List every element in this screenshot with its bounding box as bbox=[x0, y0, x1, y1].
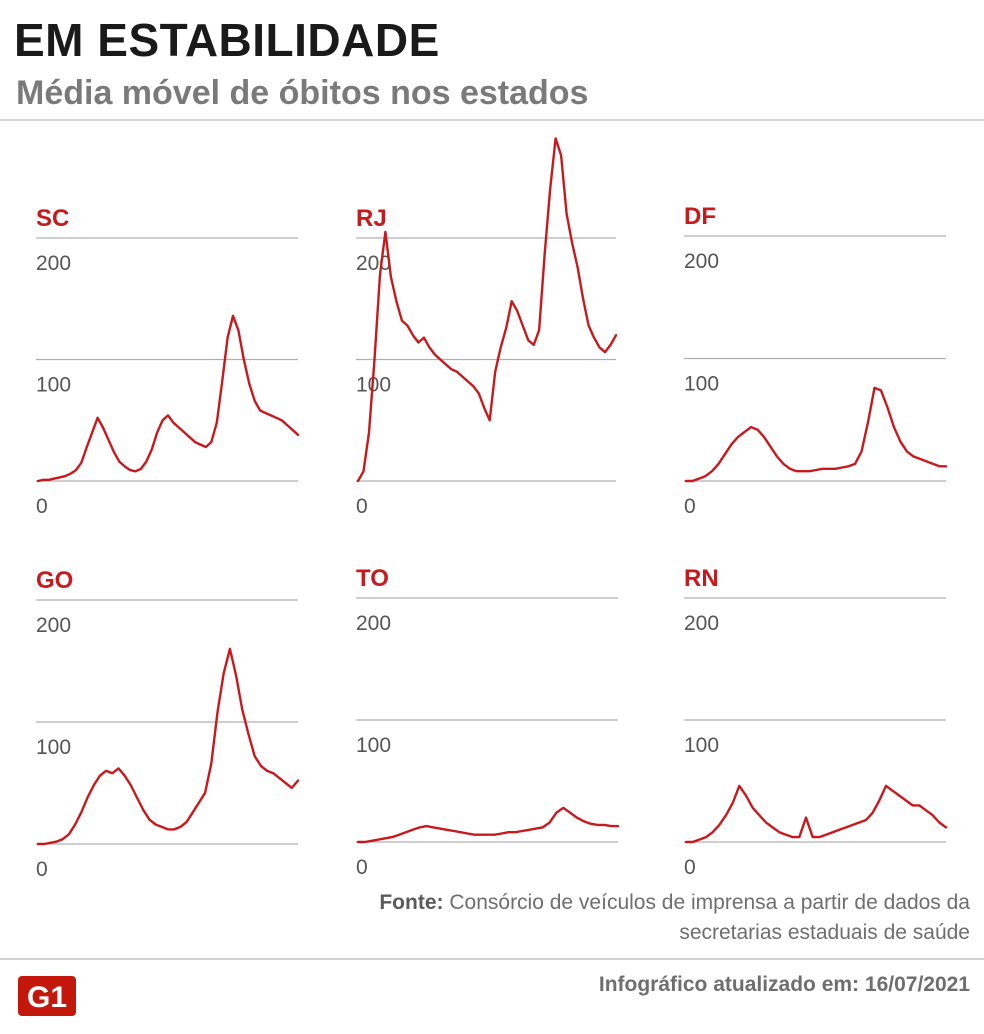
tick-label-df-200: 200 bbox=[684, 250, 719, 273]
tick-label-rn-100: 100 bbox=[684, 734, 719, 757]
series-line-rn bbox=[684, 784, 948, 844]
tick-label-df-0: 0 bbox=[684, 495, 696, 518]
series-line-df bbox=[684, 386, 948, 483]
tick-label-to-0: 0 bbox=[356, 856, 368, 879]
tick-label-rj-0: 0 bbox=[356, 495, 368, 518]
small-multiples-charts: SC 0 100 200 RJ 0 100 200 DF 0 100 200 GO 0 100 200 TO 0 1… bbox=[36, 137, 948, 881]
tick-label-rn-200: 200 bbox=[684, 612, 719, 635]
tick-label-rj-200: 200 bbox=[356, 252, 391, 275]
source-text: Consórcio de veículos de imprensa a part… bbox=[449, 891, 970, 944]
page-title: EM ESTABILIDADE bbox=[14, 14, 440, 66]
tick-label-sc-100: 100 bbox=[36, 374, 71, 397]
tick-label-to-100: 100 bbox=[356, 734, 391, 757]
tick-label-df-100: 100 bbox=[684, 373, 719, 396]
series-line-sc bbox=[36, 314, 300, 483]
tick-label-go-200: 200 bbox=[36, 614, 71, 637]
chart-title-to: TO bbox=[356, 565, 389, 592]
updated-date: Infográfico atualizado em: 16/07/2021 bbox=[598, 973, 970, 996]
chart-title-rn: RN bbox=[684, 565, 719, 592]
chart-title-go: GO bbox=[36, 567, 73, 594]
series-line-to bbox=[356, 806, 620, 844]
top-divider bbox=[0, 119, 984, 121]
logo-text: G1 bbox=[27, 981, 67, 1014]
tick-label-rn-0: 0 bbox=[684, 856, 696, 879]
chart-title-sc: SC bbox=[36, 205, 69, 232]
tick-label-sc-200: 200 bbox=[36, 252, 71, 275]
tick-label-to-200: 200 bbox=[356, 612, 391, 635]
g1-logo: G1 bbox=[18, 976, 76, 1016]
series-line-go bbox=[36, 647, 300, 846]
tick-label-go-0: 0 bbox=[36, 858, 48, 881]
chart-title-rj: RJ bbox=[356, 205, 387, 232]
tick-label-sc-0: 0 bbox=[36, 495, 48, 518]
series-line-rj bbox=[356, 137, 618, 483]
bottom-divider bbox=[0, 958, 984, 960]
tick-label-go-100: 100 bbox=[36, 736, 71, 759]
chart-title-df: DF bbox=[684, 203, 716, 230]
source-note: Fonte: Consórcio de veículos de imprensa… bbox=[370, 888, 970, 948]
page-subtitle: Média móvel de óbitos nos estados bbox=[16, 74, 589, 112]
source-label: Fonte: bbox=[379, 891, 444, 914]
